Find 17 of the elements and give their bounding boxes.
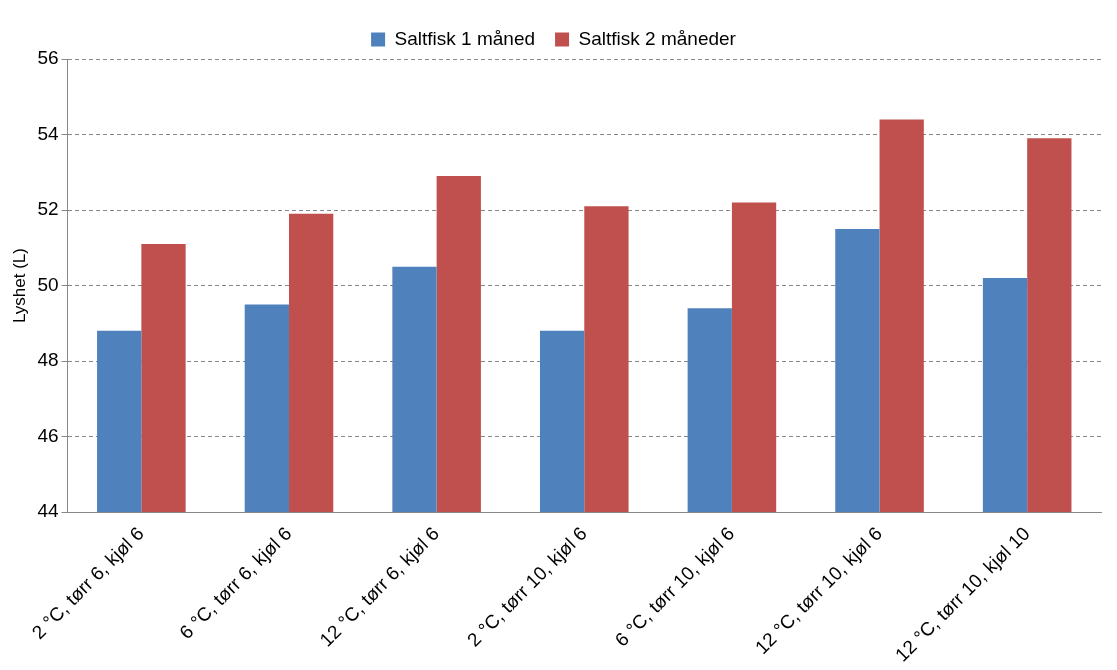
x-tick-label: 6 °C, tørr 10, kjøl 6	[610, 522, 739, 651]
y-tick-label: 56	[37, 47, 59, 69]
y-tick-label: 48	[37, 349, 59, 371]
x-tick-label: 12 °C, tørr 6, kjøl 6	[315, 522, 444, 651]
x-tick-label: 12 °C, tørr 10, kjøl 10	[891, 522, 1034, 666]
x-tick-label: 6 °C, tørr 6, kjøl 6	[175, 522, 296, 644]
y-tick-label: 46	[37, 424, 59, 446]
x-tick-label: 2 °C, tørr 10, kjøl 6	[463, 522, 591, 651]
x-tick-label: 12 °C, tørr 10, kjøl 6	[750, 522, 887, 658]
y-axis-title: Lyshet (L)	[9, 248, 29, 324]
legend-label: Saltfisk 1 måned	[394, 27, 536, 49]
y-tick-label: 50	[37, 273, 59, 295]
y-tick-label: 44	[37, 500, 59, 522]
x-tick-label: 2 °C, tørr 6, kjøl 6	[27, 522, 148, 644]
legend-label: Saltfisk 2 måneder	[578, 27, 737, 49]
y-tick-label: 52	[37, 198, 59, 220]
y-tick-label: 54	[37, 122, 59, 144]
